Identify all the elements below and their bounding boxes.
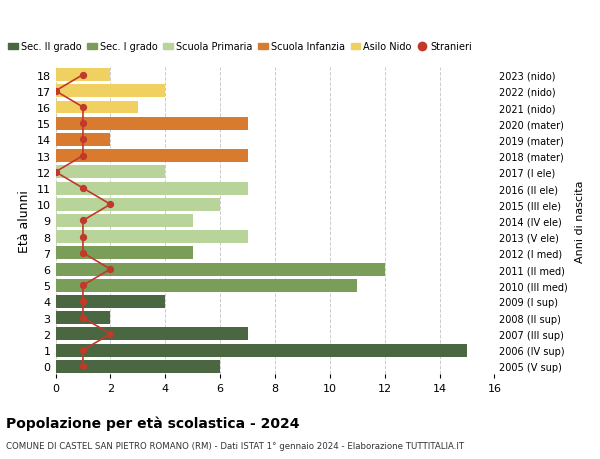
Point xyxy=(106,266,115,273)
Bar xyxy=(56,101,138,114)
Point xyxy=(78,185,88,192)
Point xyxy=(78,282,88,289)
Point xyxy=(106,201,115,208)
Point xyxy=(78,234,88,241)
Bar xyxy=(56,118,248,130)
Bar xyxy=(56,231,248,244)
Legend: Sec. II grado, Sec. I grado, Scuola Primaria, Scuola Infanzia, Asilo Nido, Stran: Sec. II grado, Sec. I grado, Scuola Prim… xyxy=(4,39,476,56)
Bar xyxy=(56,214,193,227)
Point xyxy=(78,104,88,112)
Point xyxy=(78,314,88,322)
Point xyxy=(51,169,61,176)
Bar xyxy=(56,312,110,325)
Y-axis label: Anni di nascita: Anni di nascita xyxy=(575,180,585,262)
Bar xyxy=(56,247,193,260)
Y-axis label: Età alunni: Età alunni xyxy=(18,190,31,252)
Point xyxy=(78,72,88,79)
Text: COMUNE DI CASTEL SAN PIETRO ROMANO (RM) - Dati ISTAT 1° gennaio 2024 - Elaborazi: COMUNE DI CASTEL SAN PIETRO ROMANO (RM) … xyxy=(6,441,464,450)
Point xyxy=(78,217,88,224)
Point xyxy=(106,330,115,338)
Bar xyxy=(56,150,248,163)
Point xyxy=(78,298,88,306)
Point xyxy=(78,120,88,128)
Bar xyxy=(56,360,220,373)
Point xyxy=(78,152,88,160)
Bar xyxy=(56,198,220,211)
Bar xyxy=(56,182,248,195)
Bar xyxy=(56,263,385,276)
Point xyxy=(78,250,88,257)
Bar xyxy=(56,85,165,98)
Point xyxy=(78,347,88,354)
Text: Popolazione per età scolastica - 2024: Popolazione per età scolastica - 2024 xyxy=(6,415,299,430)
Point xyxy=(78,363,88,370)
Bar xyxy=(56,134,110,146)
Bar xyxy=(56,279,357,292)
Bar xyxy=(56,166,165,179)
Bar xyxy=(56,344,467,357)
Bar xyxy=(56,328,248,341)
Bar xyxy=(56,295,165,308)
Point xyxy=(78,136,88,144)
Bar xyxy=(56,69,110,82)
Point xyxy=(51,88,61,95)
